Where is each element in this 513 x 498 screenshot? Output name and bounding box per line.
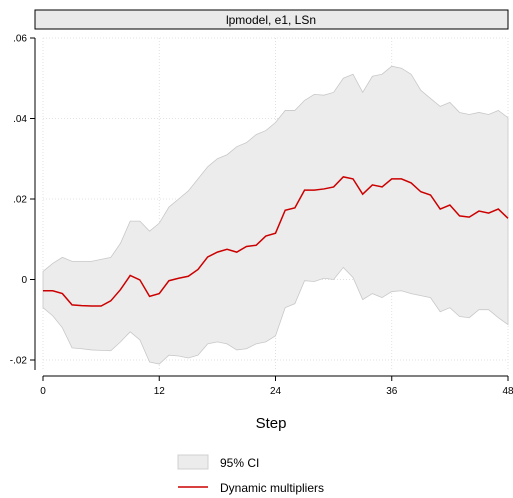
- chart-title: lpmodel, e1, LSn: [226, 13, 316, 27]
- plot-area: [42, 37, 509, 370]
- y-tick-label-1: 0: [21, 275, 27, 286]
- x-axis-ticks: 0 12 24 36 48: [40, 376, 513, 397]
- x-tick-label-3: 36: [386, 386, 398, 397]
- x-tick-label-2: 24: [270, 386, 282, 397]
- x-tick-label-1: 12: [154, 386, 166, 397]
- legend-label-ci: 95% CI: [220, 456, 259, 470]
- legend-label-multipliers: Dynamic multipliers: [220, 481, 324, 495]
- x-tick-label-4: 48: [502, 386, 513, 397]
- y-tick-label-0: -.02: [10, 356, 28, 367]
- x-tick-label-0: 0: [40, 386, 46, 397]
- x-axis-label: Step: [256, 415, 287, 432]
- y-axis-ticks: -.02 0 .02 .04 .06: [10, 34, 35, 367]
- legend-swatch-ci: [177, 454, 209, 470]
- legend: 95% CI Dynamic multipliers: [177, 454, 324, 495]
- y-tick-label-2: .02: [13, 195, 27, 206]
- ci-band-layer: [42, 65, 509, 365]
- ci-band: [42, 65, 509, 365]
- title-banner: [34, 9, 509, 30]
- multiplier-line-layer: [43, 176, 509, 307]
- y-tick-label-4: .06: [13, 34, 27, 45]
- dynamic-multipliers-line: [43, 176, 509, 307]
- y-tick-label-3: .04: [13, 114, 27, 125]
